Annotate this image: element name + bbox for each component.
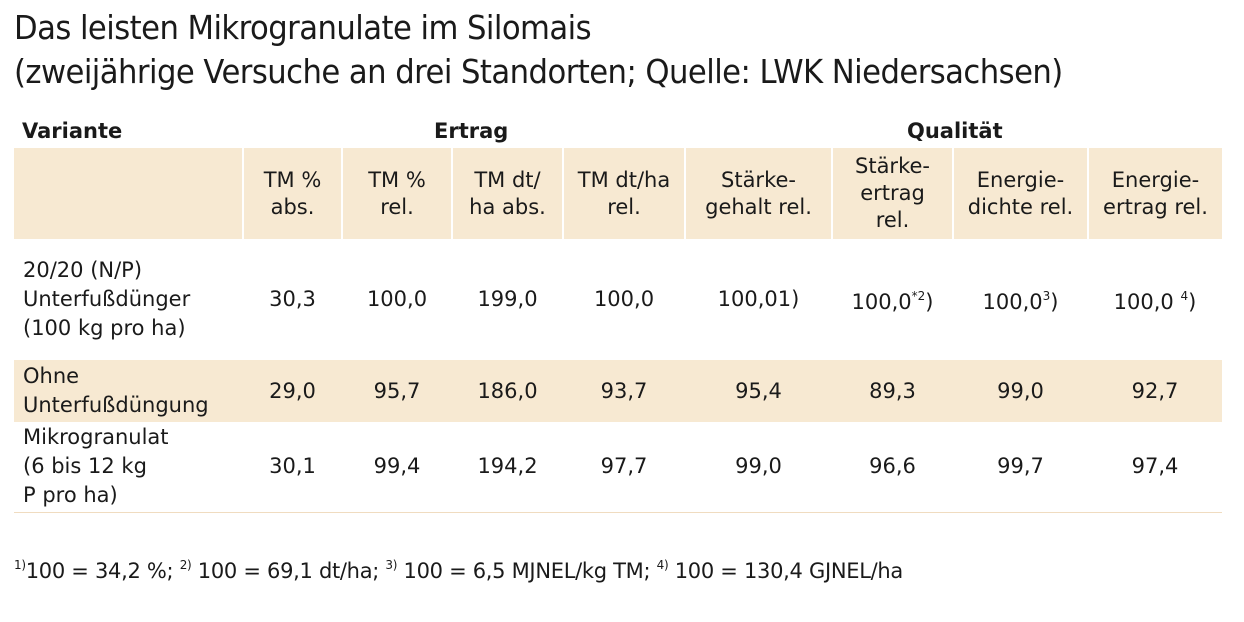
title-line-1: Das leisten Mikrogranulate im Silomais — [14, 8, 592, 47]
table-row: Mikrogranulat (6 bis 12 kg P pro ha) 30,… — [14, 422, 1222, 512]
table-cell: 100,0 4) — [1113, 289, 1197, 314]
footnote-marker: 4 — [1180, 289, 1189, 303]
table-cell: 97,7 — [600, 454, 648, 479]
table-cell: 92,7 — [1131, 378, 1179, 403]
table-cell: 194,2 — [477, 454, 538, 479]
table-cell: 99,7 — [997, 454, 1044, 479]
group-ertrag: Ertrag — [434, 119, 509, 143]
table-cell: 99,0 — [997, 378, 1044, 403]
col-header-tm-dt-abs: TM dt/ ha abs. — [452, 148, 564, 239]
table-cell: 199,0 — [477, 287, 538, 311]
col-header-variante — [14, 148, 244, 239]
table-cell: 89,3 — [869, 378, 916, 403]
col-header-energiedichte: Energie- dichte rel. — [953, 148, 1089, 239]
footnote-number-4: 4) — [656, 558, 669, 572]
table-row: 20/20 (N/P) Unterfußdünger (100 kg pro h… — [14, 239, 1222, 360]
col-header-tm-abs: TM % abs. — [243, 148, 343, 239]
col-header-tm-rel: TM % rel. — [342, 148, 453, 239]
table-cell: 96,6 — [869, 454, 916, 479]
group-variante: Variante — [22, 119, 123, 143]
col-header-tm-dt-rel: TM dt/ha rel. — [563, 148, 686, 239]
footnote-text-3: 100 = 6,5 MJNEL/kg TM; — [397, 559, 657, 583]
table-cell: 100,03) — [982, 289, 1059, 314]
table-cell: 186,0 — [477, 378, 538, 403]
results-table: TM % abs. TM % rel. TM dt/ ha abs. TM dt… — [14, 148, 1222, 513]
group-qualitaet: Qualität — [907, 119, 1003, 143]
table-cell: 100,0 — [593, 287, 655, 311]
col-header-energieertrag: Energie- ertrag rel. — [1103, 167, 1208, 219]
table-cell: 100,0 — [366, 287, 428, 311]
group-header-row: Variante Ertrag Qualität — [14, 116, 1222, 148]
table-cell: 100,01) — [717, 287, 800, 311]
footnote-marker: *2 — [911, 289, 926, 303]
column-header-row: TM % abs. TM % rel. TM dt/ ha abs. TM dt… — [14, 148, 1222, 239]
footnote-number-3: 3) — [385, 558, 398, 572]
table-cell: 99,4 — [373, 454, 421, 479]
footnote-marker: 3 — [1042, 289, 1051, 303]
table-row: Ohne Unterfußdüngung 29,0 95,7 186,0 93,… — [14, 360, 1222, 422]
table-cell: 95,7 — [373, 378, 421, 403]
table-cell: 93,7 — [600, 378, 648, 403]
table-cell: 99,0 — [735, 454, 782, 479]
footnote-text-2: 100 = 69,1 dt/ha; — [191, 559, 386, 583]
footnote-text-4: 100 = 130,4 GJNEL/ha — [668, 559, 904, 583]
table-cell: 95,4 — [735, 378, 782, 403]
table-cell: 30,3 — [269, 287, 316, 311]
col-header-staerkeertrag: Stärke- ertrag rel. — [832, 148, 954, 239]
title-line-2: (zweijährige Versuche an drei Standorten… — [14, 52, 1063, 91]
row-label: Mikrogranulat (6 bis 12 kg P pro ha) — [23, 425, 169, 508]
footnote: 1)100 = 34,2 %; 2) 100 = 69,1 dt/ha; 3) … — [14, 558, 903, 583]
page-title: Das leisten Mikrogranulate im Silomais (… — [14, 6, 1063, 94]
col-header-staerkegehalt: Stärke- gehalt rel. — [685, 148, 833, 239]
footnote-text-1: 100 = 34,2 %; — [25, 559, 180, 583]
footnote-number-1: 1) — [14, 558, 26, 572]
table-cell: 97,4 — [1131, 454, 1179, 479]
table-cell: 100,0*2) — [851, 289, 934, 314]
row-label: Ohne Unterfußdüngung — [23, 364, 209, 417]
footnote-number-2: 2) — [179, 558, 192, 572]
table-cell: 30,1 — [269, 454, 316, 479]
row-label: 20/20 (N/P) Unterfußdünger (100 kg pro h… — [23, 258, 191, 340]
table-cell: 29,0 — [269, 378, 316, 403]
